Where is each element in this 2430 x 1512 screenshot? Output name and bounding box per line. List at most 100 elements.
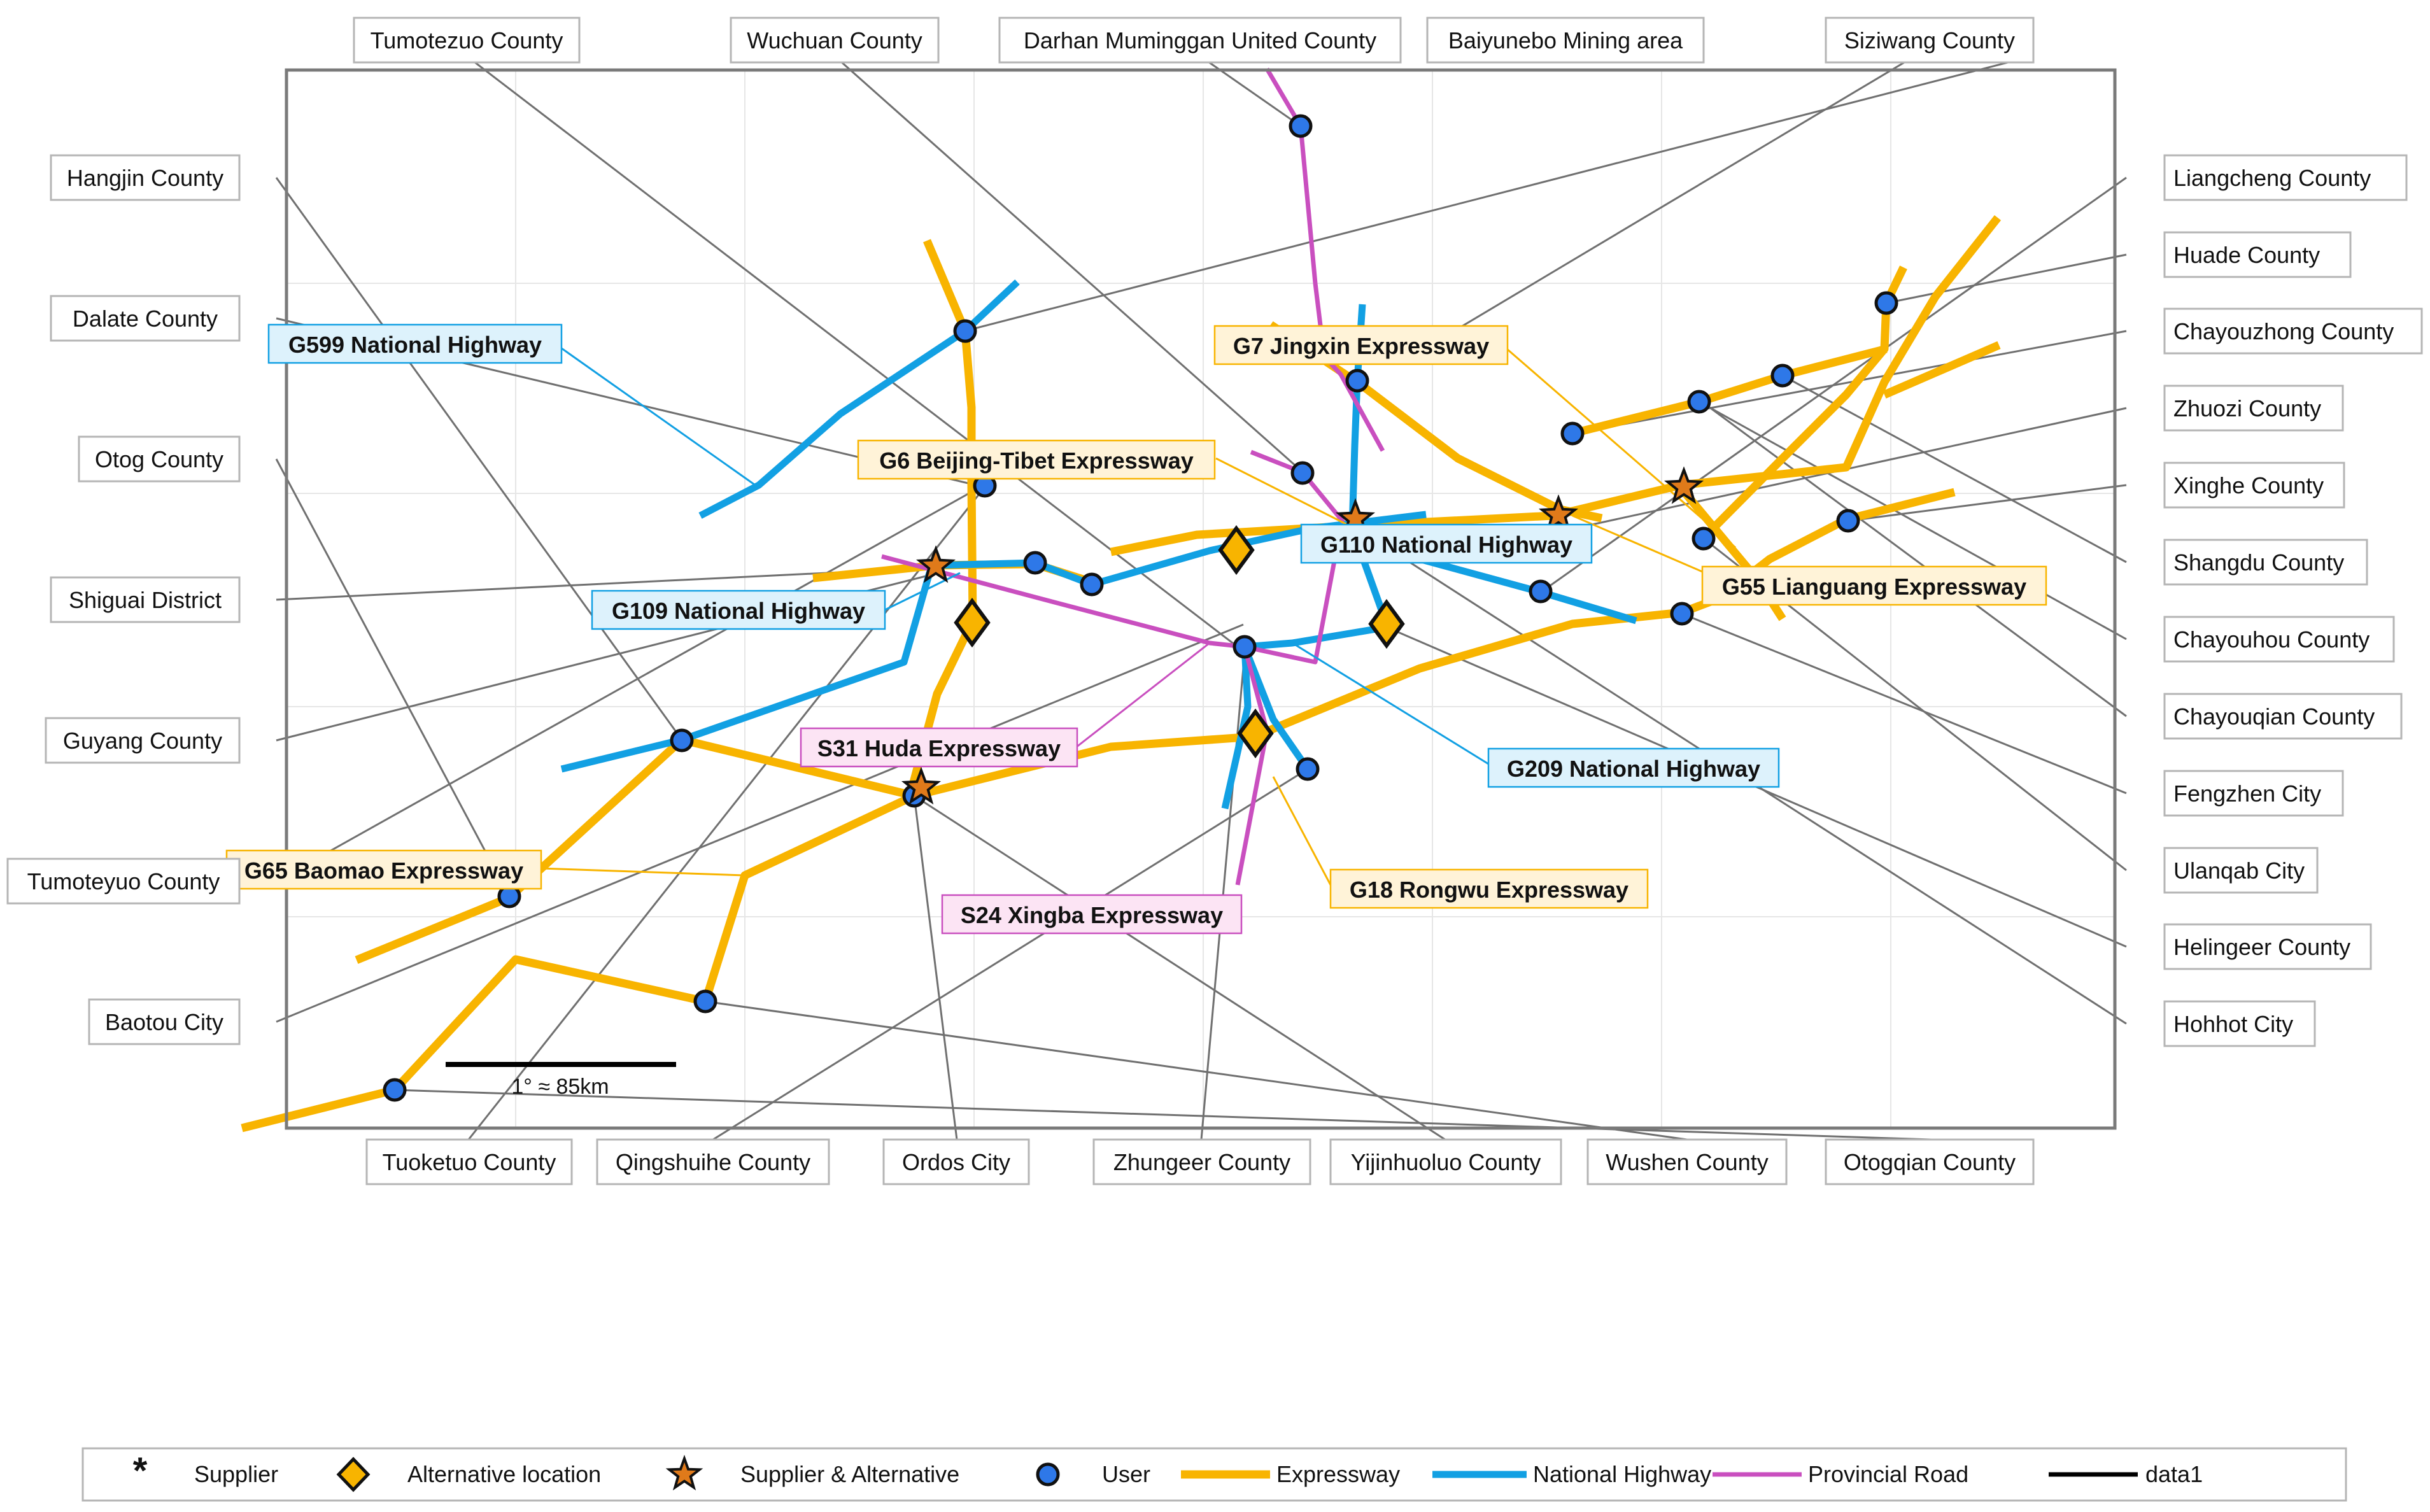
place-label-box xyxy=(1329,1138,1562,1185)
callout-g599 xyxy=(555,343,759,489)
supplier-alternative-star-icon xyxy=(665,1455,703,1491)
nat-hwy-g110-south xyxy=(1244,623,1388,651)
user-node xyxy=(1670,602,1694,626)
place-label: Ulanqab City xyxy=(2173,858,2305,884)
road-label-box xyxy=(267,323,563,364)
place-label: Baotou City xyxy=(105,1009,223,1035)
place-label: Dalate County xyxy=(73,306,218,332)
road-label-text: G65 Baomao Expressway xyxy=(244,858,523,884)
place-label: Tumoteyuo County xyxy=(27,868,220,894)
expressway-g65 xyxy=(355,735,915,964)
leader-line xyxy=(466,55,1238,648)
user-node xyxy=(1080,572,1104,597)
road-label-text: G7 Jingxin Expressway xyxy=(1233,333,1489,359)
legend-label: data1 xyxy=(2145,1461,2203,1487)
user-node xyxy=(1289,114,1313,138)
place-labels-right: Liangcheng County Huade County Chayouzho… xyxy=(2163,154,2423,1047)
nat-hwy-g110 xyxy=(1091,511,1427,588)
place-label-box xyxy=(2163,616,2395,663)
road-label-text: G6 Beijing-Tibet Expressway xyxy=(879,448,1194,474)
road-label-text: G18 Rongwu Expressway xyxy=(1350,877,1628,903)
callout-g6 xyxy=(1215,457,1350,527)
callout-g55 xyxy=(1572,514,1703,573)
leader-line xyxy=(705,1000,1688,1141)
user-node xyxy=(383,1078,407,1102)
grid xyxy=(286,70,2115,1128)
supplier-alternative-star xyxy=(901,767,942,805)
place-label: Yijinhuoluo County xyxy=(1351,1149,1541,1175)
alternative-nodes xyxy=(954,525,1405,759)
road-label-s24: S24 Xingba Expressway xyxy=(941,894,1243,935)
prov-rd-s24 xyxy=(1235,529,1354,886)
place-label-box xyxy=(1092,1138,1311,1185)
road-labels: G599 National Highway G7 Jingxin Express… xyxy=(225,323,2047,935)
leader-line xyxy=(1848,484,2127,522)
leader-line xyxy=(276,483,985,882)
place-label: Wushen County xyxy=(1606,1149,1768,1175)
place-label: Fengzhen City xyxy=(2173,781,2321,807)
place-label: Shangdu County xyxy=(2173,549,2344,576)
place-label: Shiguai District xyxy=(69,587,222,613)
place-label-box xyxy=(998,17,1402,64)
leader-line xyxy=(275,177,683,740)
scale-bar-label: 1° ≈ 85km xyxy=(511,1075,609,1099)
road-label-box xyxy=(1213,325,1509,365)
callout-g109 xyxy=(884,572,961,611)
nat-hwy-g599 xyxy=(698,279,1020,519)
user-node xyxy=(1345,369,1369,393)
alternative-marker xyxy=(954,597,991,648)
leader-line xyxy=(914,795,1446,1141)
place-label: Qingshuihe County xyxy=(616,1149,810,1175)
leader-line xyxy=(834,55,1305,475)
place-label: Baiyunebo Mining area xyxy=(1448,27,1683,53)
user-circle-icon xyxy=(1036,1462,1060,1487)
user-node xyxy=(1290,461,1315,485)
place-label: Otog County xyxy=(95,446,223,472)
place-leader-lines xyxy=(275,55,2127,1141)
prov-rd-darhan xyxy=(1264,67,1385,452)
alternative-diamond-icon xyxy=(336,1457,371,1492)
supplier-alternative-star xyxy=(1538,494,1579,532)
scale-bar: 1° ≈ 85km xyxy=(446,1062,676,1099)
place-label-box xyxy=(1586,1138,1788,1185)
leader-line xyxy=(1681,612,2127,795)
place-label-box xyxy=(596,1138,830,1185)
place-labels-top: Tumotezuo County Wuchuan County Darhan M… xyxy=(353,17,2035,64)
user-node xyxy=(1770,364,1795,388)
expressway-hohhot-east xyxy=(1110,215,2002,556)
road-label-text: G109 National Highway xyxy=(612,598,865,624)
callout-s31 xyxy=(1075,642,1210,749)
callout-g209 xyxy=(1292,642,1489,765)
leader-line xyxy=(1400,55,1916,364)
legend-label: Expressway xyxy=(1276,1461,1400,1487)
label-callouts xyxy=(540,343,1736,886)
road-label-s31: S31 Huda Expressway xyxy=(800,727,1078,768)
callout-g18 xyxy=(1272,776,1332,886)
place-label-box xyxy=(2163,923,2372,970)
place-label-box xyxy=(2163,539,2368,586)
place-label: Liangcheng County xyxy=(2173,165,2371,191)
leader-line xyxy=(964,55,2033,332)
road-label-g110: G110 National Highway xyxy=(1300,523,1593,564)
place-label-box xyxy=(2163,770,2344,817)
legend-label: Supplier xyxy=(194,1461,278,1487)
user-node xyxy=(1836,509,1860,533)
road-label-box xyxy=(591,590,886,630)
place-label-box xyxy=(78,435,241,483)
place-label: Chayouqian County xyxy=(2173,703,2375,730)
place-label-box xyxy=(50,295,241,342)
prov-rd-east-link xyxy=(1250,449,1345,524)
legend-label: Supplier & Alternative xyxy=(740,1461,959,1487)
place-label-box xyxy=(2163,307,2423,355)
place-label-box xyxy=(2163,693,2403,740)
alternative-marker xyxy=(1368,598,1405,649)
user-node xyxy=(1560,421,1585,446)
legend-label: National Highway xyxy=(1533,1461,1711,1487)
place-label-box xyxy=(2163,385,2344,432)
legend: * Supplier Alternative location Supplier… xyxy=(81,1447,2347,1502)
road-label-g65: G65 Baomao Expressway xyxy=(225,849,542,890)
place-label-box xyxy=(2163,231,2352,278)
place-label-box xyxy=(45,717,241,764)
place-label-box xyxy=(882,1138,1030,1185)
